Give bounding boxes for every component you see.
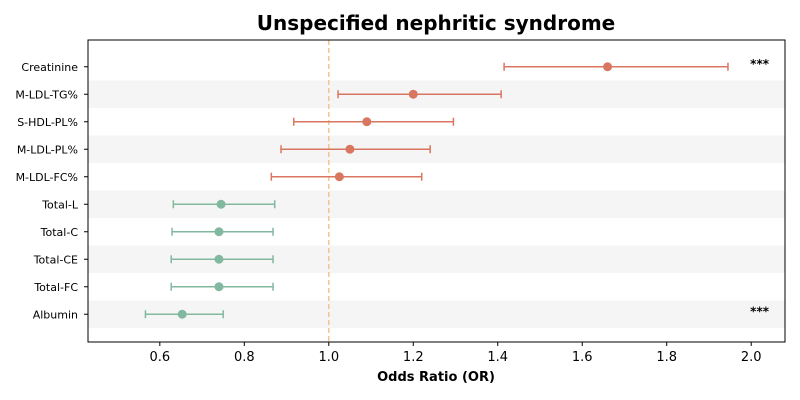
y-tick-label: Total-FC — [33, 281, 78, 294]
data-marks: *** *** — [144, 57, 770, 319]
x-tick-label: 0.6 — [149, 350, 170, 365]
forest-row — [280, 144, 431, 154]
y-tick-label: M-LDL-PL% — [17, 143, 78, 156]
significance-label: *** — [750, 304, 770, 318]
or-point — [408, 89, 418, 99]
x-tick-label: 2.0 — [741, 350, 762, 365]
row-band — [88, 135, 785, 163]
or-point — [214, 227, 224, 237]
y-tick-label: M-LDL-FC% — [16, 171, 78, 184]
forest-row — [270, 172, 423, 182]
x-tick-label: 1.6 — [572, 350, 593, 365]
x-tick-label: 1.0 — [318, 350, 339, 365]
or-point — [214, 282, 224, 292]
forest-row — [170, 254, 274, 264]
x-tick-label: 1.8 — [656, 350, 677, 365]
plot-frame — [87, 39, 786, 343]
y-tick-label: Total-CE — [33, 253, 78, 266]
forest-row — [170, 282, 274, 292]
forest-row: *** — [503, 57, 770, 72]
or-point — [603, 62, 613, 72]
or-point — [345, 144, 355, 154]
forest-row: *** — [144, 304, 770, 319]
y-tick-label: M-LDL-TG% — [15, 88, 78, 101]
x-tick-label: 1.4 — [487, 350, 508, 365]
or-point — [214, 254, 224, 264]
significance-label: *** — [750, 57, 770, 71]
x-axis: 0.6 0.8 1.0 1.2 1.4 1.6 1.8 2.0 — [149, 342, 762, 365]
forest-row — [171, 227, 274, 237]
x-tick-label: 1.2 — [403, 350, 424, 365]
y-tick-label: S-HDL-PL% — [17, 116, 78, 129]
y-tick-label: Albumin — [33, 308, 78, 321]
y-tick-label: Creatinine — [21, 61, 78, 74]
or-point — [362, 117, 372, 127]
y-tick-label: Total-C — [40, 226, 79, 239]
y-axis: Creatinine M-LDL-TG% S-HDL-PL% M-LDL-PL% M-L… — [15, 61, 88, 321]
or-point — [177, 309, 187, 319]
chart-title: Unspecified nephritic syndrome — [257, 11, 615, 35]
forest-row — [292, 117, 455, 127]
forest-row — [172, 199, 276, 209]
x-tick-label: 0.8 — [234, 350, 255, 365]
forest-row — [337, 89, 502, 99]
y-tick-label: Total-L — [41, 198, 79, 211]
or-point — [334, 172, 344, 182]
or-point — [216, 199, 226, 209]
x-axis-label: Odds Ratio (OR) — [377, 370, 495, 385]
